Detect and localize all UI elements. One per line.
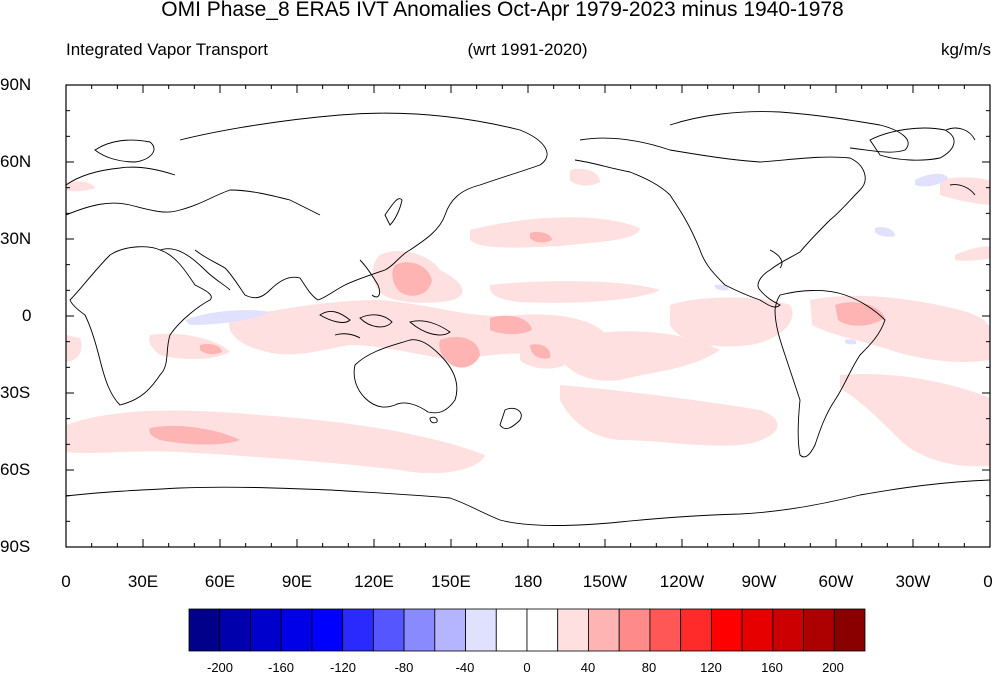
lon-label-120e: 120E: [354, 572, 394, 591]
colorbar-swatch: [710, 608, 743, 652]
colorbar-swatch: [403, 608, 436, 652]
lon-label-0-east: 0: [983, 572, 993, 591]
colorbar-swatch: [803, 608, 835, 652]
colorbar-swatch: [280, 608, 313, 652]
colorbar-swatch: [342, 608, 374, 652]
colorbar-label: -200: [206, 660, 234, 675]
lat-label-30n: 30N: [0, 229, 32, 248]
colorbar-swatch: [772, 608, 804, 652]
colorbar-swatch: [680, 608, 712, 652]
lon-label-120w: 120W: [659, 572, 705, 591]
coastlines: [66, 111, 990, 526]
colorbar-swatch: [741, 608, 774, 652]
lat-label-60n: 60N: [0, 152, 32, 171]
colorbar-label: 120: [700, 660, 722, 675]
colorbar-label: 160: [761, 660, 783, 675]
anomaly-shading: [66, 168, 990, 474]
colorbar-swatch: [833, 608, 866, 652]
plot-title: OMI Phase_8 ERA5 IVT Anomalies Oct-Apr 1…: [161, 0, 844, 21]
lon-label-60w: 60W: [818, 572, 854, 591]
lon-label-90e: 90E: [281, 572, 313, 591]
colorbar-swatch: [219, 608, 251, 652]
colorbar-swatch: [372, 608, 405, 652]
colorbar-swatch: [434, 608, 466, 652]
colorbar-swatch: [311, 608, 344, 652]
colorbar-label: 80: [641, 660, 657, 675]
colorbar-swatch: [649, 608, 682, 652]
colorbar-swatch: [618, 608, 651, 652]
colorbar-swatch: [250, 608, 282, 652]
colorbar-label: 200: [822, 660, 844, 675]
lon-label-180: 180: [513, 572, 543, 591]
lon-label-150e: 150E: [431, 572, 471, 591]
colorbar-swatch: [495, 608, 528, 652]
lon-label-90w: 90W: [741, 572, 777, 591]
colorbar-swatch: [526, 608, 559, 652]
colorbar: [188, 608, 866, 652]
colorbar-label: -40: [455, 660, 475, 675]
lon-label-0: 0: [61, 572, 71, 591]
colorbar-label: 40: [580, 660, 596, 675]
lon-label-30e: 30E: [127, 572, 159, 591]
lat-label-60s: 60S: [0, 460, 31, 479]
colorbar-label: -80: [394, 660, 414, 675]
map-frame: [65, 84, 991, 548]
colorbar-swatch: [557, 608, 589, 652]
units-label: kg/m/s: [940, 40, 991, 59]
lon-label-30w: 30W: [895, 572, 931, 591]
colorbar-label: 0: [523, 660, 531, 675]
lat-label-90s: 90S: [0, 537, 31, 556]
variable-label: Integrated Vapor Transport: [66, 40, 268, 59]
lat-label-30s: 30S: [0, 383, 31, 402]
reference-period-label: (wrt 1991-2020): [467, 40, 588, 59]
colorbar-label: -160: [267, 660, 295, 675]
lon-label-60e: 60E: [204, 572, 236, 591]
colorbar-label: -120: [329, 660, 357, 675]
colorbar-swatch: [588, 608, 620, 652]
lat-label-90n: 90N: [0, 75, 32, 94]
lat-label-eq: 0: [22, 306, 32, 325]
lon-label-150w: 150W: [582, 572, 628, 591]
colorbar-swatch: [188, 608, 221, 652]
colorbar-swatch: [465, 608, 497, 652]
